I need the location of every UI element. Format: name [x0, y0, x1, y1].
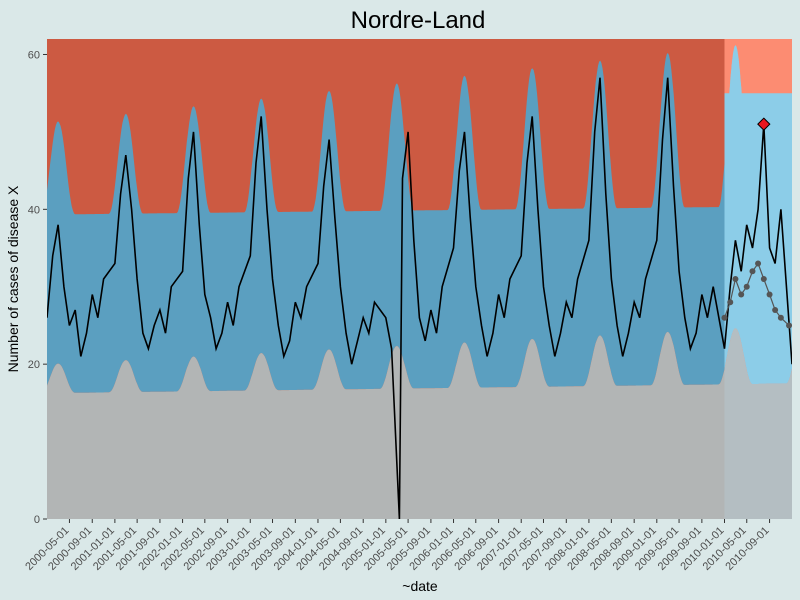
x-axis: 2000-05-012000-09-012001-01-012001-05-01… [23, 519, 772, 573]
expected-point [777, 314, 784, 321]
expected-point [772, 306, 779, 313]
markers [757, 117, 771, 131]
y-tick-label: 0 [34, 514, 40, 526]
outbreak-marker [757, 117, 771, 131]
expected-point [732, 276, 739, 282]
mid-band-evaluation [724, 45, 792, 385]
expected-point [721, 314, 728, 321]
y-axis: 0 20 40 60 [28, 49, 47, 526]
y-tick-label: 60 [28, 49, 40, 61]
expected-point [749, 268, 756, 275]
chart-title: Nordre-Land [351, 7, 486, 34]
expected-point [766, 291, 773, 298]
expected-point [738, 291, 745, 298]
series-line-observed [47, 77, 792, 519]
x-axis-title: ~date [402, 578, 438, 594]
expected-point [755, 260, 762, 267]
expected-point [743, 283, 750, 290]
y-axis-title: Number of cases of disease X [5, 185, 21, 372]
y-tick-label: 20 [28, 359, 40, 371]
expected-point [760, 276, 767, 282]
lower-band-baseline [47, 331, 725, 519]
expected-point [727, 299, 734, 306]
series-lines [47, 77, 792, 519]
y-tick-label: 40 [28, 204, 40, 216]
lower-band-evaluation [724, 328, 792, 519]
expected-point [786, 322, 792, 329]
mid-band-baseline [47, 53, 725, 393]
